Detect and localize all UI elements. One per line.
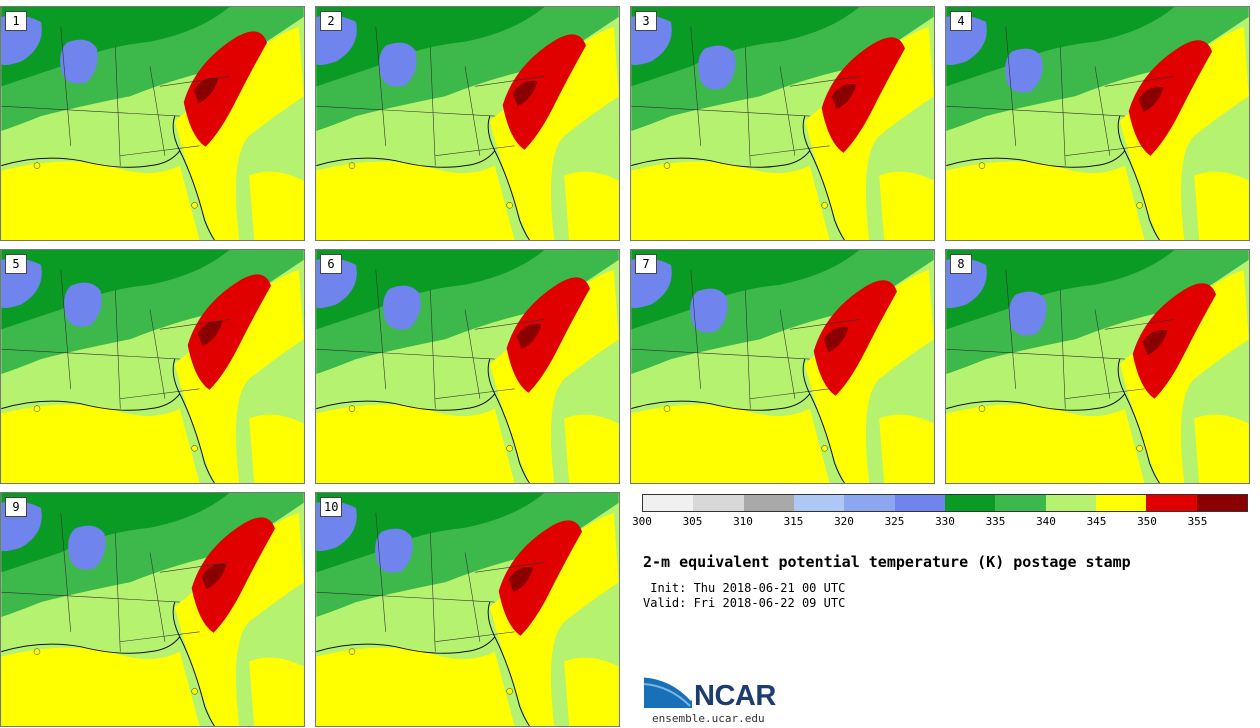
colorbar-swatch (944, 495, 996, 511)
valid-time: Valid: Fri 2018-06-22 09 UTC (643, 596, 846, 610)
colorbar-swatch (1146, 495, 1197, 511)
panel-number: 7 (635, 254, 657, 274)
colorbar-tick-label: 305 (682, 515, 703, 528)
colorbar-swatch (793, 495, 845, 511)
theta-e-map (1, 7, 304, 240)
postage-stamp-panel: 4 (945, 6, 1250, 241)
colorbar-tick-label: 315 (783, 515, 804, 528)
postage-stamp-panel: 8 (945, 249, 1250, 484)
postage-stamp-panel: 9 (0, 492, 305, 727)
postage-stamp-panel: 2 (315, 6, 620, 241)
postage-stamp-panel: 10 (315, 492, 620, 727)
panel-number: 6 (320, 254, 342, 274)
theta-e-map (1, 493, 304, 726)
postage-stamp-panel: 3 (630, 6, 935, 241)
colorbar-tick-label: 325 (884, 515, 905, 528)
theta-e-map (316, 250, 619, 483)
postage-stamp-panel: 1 (0, 6, 305, 241)
panel-number: 9 (5, 497, 27, 517)
theta-e-map (631, 250, 934, 483)
colorbar-tick-label: 345 (1086, 515, 1107, 528)
logo-url: ensemble.ucar.edu (652, 712, 765, 725)
colorbar-tick-label: 355 (1187, 515, 1208, 528)
theta-e-map (316, 493, 619, 726)
colorbar-ticks: 300 305 310 315 320 325 330 335 340 345 350 355 (632, 515, 1248, 529)
colorbar-swatch (1045, 495, 1096, 511)
colorbar-tick-label: 310 (733, 515, 753, 528)
panel-number: 3 (635, 11, 657, 31)
panel-number: 5 (5, 254, 27, 274)
postage-stamp-panel: 7 (630, 249, 935, 484)
panel-number: 10 (320, 497, 343, 517)
ncar-logo: NCAR ensemble.ucar.edu (642, 670, 802, 726)
colorbar (642, 494, 1248, 512)
colorbar-swatch (995, 495, 1046, 511)
colorbar-tick-label: 320 (834, 515, 854, 528)
theta-e-map (946, 7, 1249, 240)
postage-stamp-panel: 6 (315, 249, 620, 484)
colorbar-swatch (693, 495, 744, 511)
theta-e-map (1, 250, 304, 483)
postage-stamp-panel: 5 (0, 249, 305, 484)
ncar-wordmark: NCAR (694, 680, 776, 712)
colorbar-swatch (894, 495, 945, 511)
colorbar-swatch (643, 495, 694, 511)
colorbar-swatch (844, 495, 895, 511)
colorbar-tick-label: 330 (935, 515, 955, 528)
map-title: 2-m equivalent potential temperature (K)… (643, 553, 1131, 571)
colorbar-tick-label: 350 (1137, 515, 1157, 528)
panel-number: 1 (5, 11, 27, 31)
colorbar-tick-label: 300 (632, 515, 652, 528)
colorbar-swatch (743, 495, 794, 511)
theta-e-map (946, 250, 1249, 483)
colorbar-swatch (1196, 495, 1247, 511)
ncar-swoosh-icon (643, 674, 694, 708)
panel-number: 8 (950, 254, 972, 274)
colorbar-tick-label: 335 (985, 515, 1006, 528)
panel-number: 4 (950, 11, 972, 31)
theta-e-map (316, 7, 619, 240)
colorbar-swatch (1095, 495, 1147, 511)
init-time: Init: Thu 2018-06-21 00 UTC (643, 581, 846, 595)
panel-number: 2 (320, 11, 342, 31)
colorbar-tick-label: 340 (1036, 515, 1056, 528)
theta-e-map (631, 7, 934, 240)
